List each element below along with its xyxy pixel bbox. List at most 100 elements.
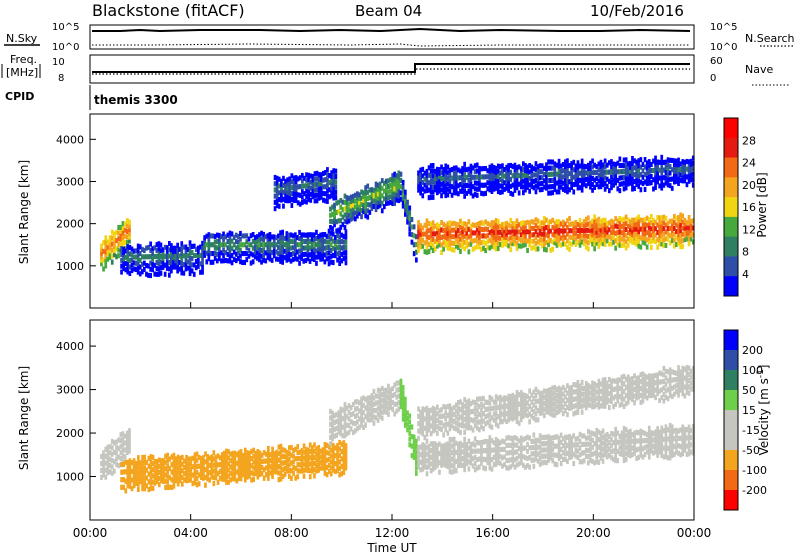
data-cell [503, 180, 506, 186]
data-cell [339, 406, 343, 412]
data-cell [446, 235, 450, 241]
data-cell [425, 244, 429, 250]
data-cell [391, 196, 394, 202]
data-cell [302, 245, 306, 251]
data-cell [566, 168, 569, 174]
data-cell [128, 230, 131, 236]
data-cell [176, 264, 179, 270]
data-cell [576, 168, 580, 174]
data-cell [302, 467, 306, 473]
data-cell [689, 442, 693, 448]
data-cell [231, 456, 235, 462]
data-cell [568, 437, 571, 443]
data-cell [519, 408, 523, 414]
data-cell [490, 232, 494, 238]
data-cell [317, 242, 320, 248]
data-cell [277, 256, 280, 262]
data-cell [163, 244, 167, 250]
data-cell [647, 166, 651, 172]
data-cell [446, 192, 450, 198]
data-cell [509, 247, 513, 253]
data-cell [145, 483, 149, 489]
data-cell [457, 441, 460, 447]
data-cell [436, 411, 439, 417]
data-cell [595, 389, 599, 395]
data-cell [321, 456, 325, 462]
data-cell [317, 448, 320, 454]
data-cell [503, 454, 506, 460]
data-cell [685, 236, 689, 242]
data-cell [442, 457, 445, 464]
data-cell [496, 455, 500, 461]
data-cell [540, 163, 544, 169]
data-cell [119, 456, 123, 462]
data-cell [492, 411, 496, 417]
data-cell [605, 399, 609, 405]
data-cell [364, 422, 367, 428]
data-cell [534, 405, 538, 411]
data-cell [199, 261, 202, 267]
data-cell [603, 394, 607, 400]
data-cell [452, 447, 456, 453]
data-cell [677, 435, 680, 441]
data-cell [397, 188, 401, 194]
data-cell [595, 454, 599, 460]
data-cell [478, 239, 481, 245]
data-cell [380, 178, 384, 184]
data-cell [461, 175, 464, 181]
data-cell [408, 413, 412, 419]
data-cell [557, 179, 561, 185]
data-cell [689, 236, 693, 242]
data-cell [292, 179, 296, 185]
data-cell [234, 258, 238, 264]
data-cell [222, 236, 225, 242]
data-cell [608, 178, 611, 184]
data-cell [570, 444, 573, 451]
data-cell [507, 417, 510, 423]
data-cell [486, 446, 490, 452]
data-cell [501, 455, 504, 461]
data-cell [425, 249, 429, 255]
data-cell [639, 447, 643, 453]
data-cell [494, 421, 498, 427]
data-cell [572, 389, 576, 395]
data-cell [584, 176, 588, 182]
data-cell [603, 452, 607, 458]
data-cell [639, 392, 643, 399]
data-cell [329, 471, 333, 477]
data-cell [431, 247, 435, 253]
data-cell [358, 199, 361, 205]
y-tick-label: 4000 [56, 340, 84, 353]
data-cell [465, 442, 469, 448]
data-cell [438, 174, 441, 180]
power-data-layer [100, 154, 695, 279]
data-cell [507, 403, 510, 409]
freq-label: Freq. [10, 53, 37, 66]
data-cell [471, 193, 475, 199]
data-cell [553, 401, 557, 407]
data-cell [666, 236, 670, 242]
data-cell [463, 429, 466, 435]
data-cell [499, 229, 502, 235]
data-cell [108, 245, 112, 251]
data-cell [292, 183, 296, 189]
data-cell [285, 231, 289, 237]
data-cell [534, 189, 538, 195]
data-cell [431, 163, 435, 169]
data-cell [603, 169, 607, 175]
data-cell [463, 436, 466, 442]
data-cell [641, 387, 645, 393]
data-cell [349, 194, 353, 200]
data-cell [465, 182, 469, 188]
data-cell [256, 239, 259, 245]
data-cell [513, 166, 517, 172]
data-cell [337, 218, 341, 224]
data-cell [626, 230, 630, 236]
data-cell [270, 257, 274, 263]
data-cell [194, 253, 198, 259]
data-cell [486, 406, 490, 412]
data-cell [528, 169, 531, 175]
data-cell [212, 462, 216, 468]
data-cell [654, 449, 657, 455]
data-cell [538, 450, 542, 456]
